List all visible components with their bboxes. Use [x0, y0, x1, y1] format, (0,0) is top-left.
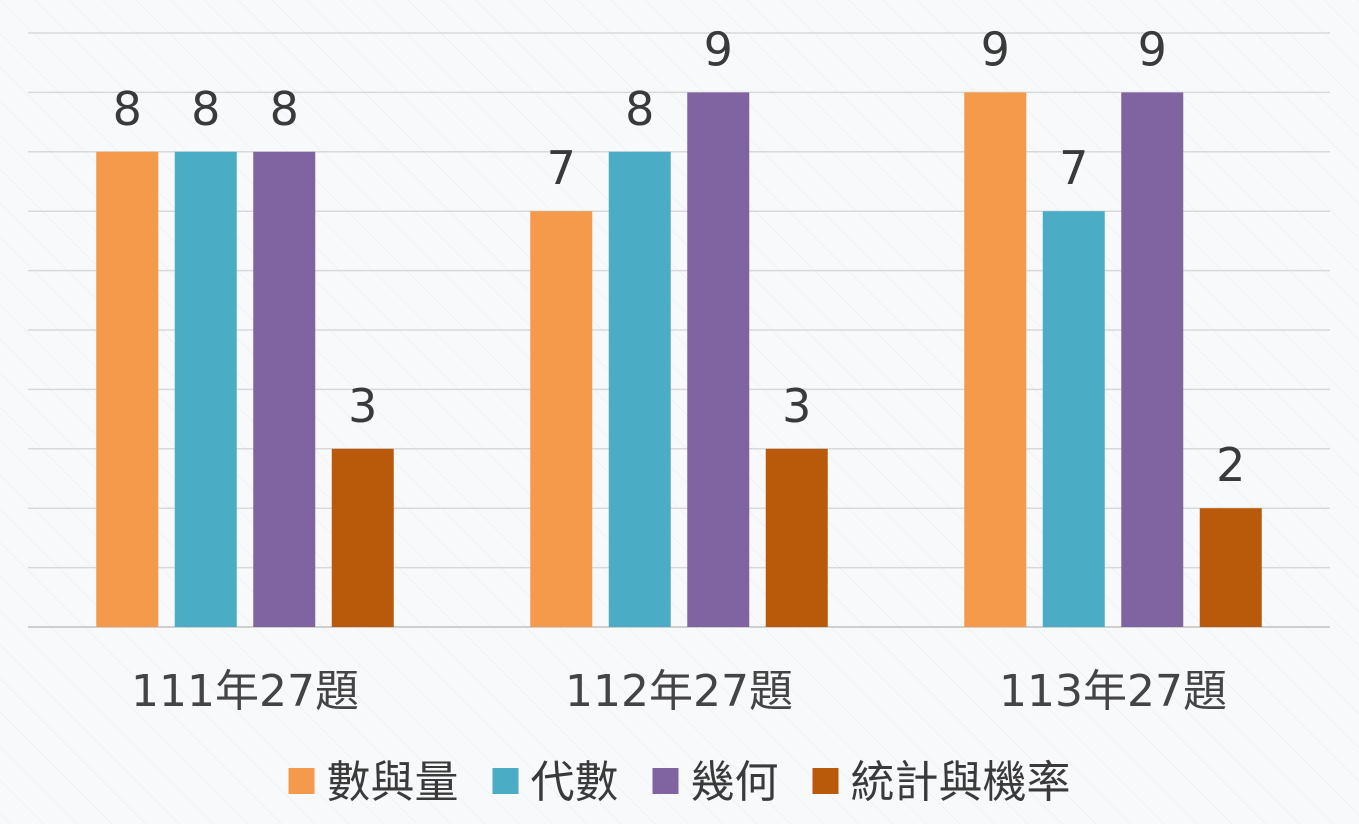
bar-1-1 [96, 151, 159, 628]
data-label: 2 [1216, 438, 1245, 492]
x-tick-label: 113年27題 [999, 666, 1227, 717]
legend-label: 代數 [531, 757, 619, 808]
data-label: 8 [113, 82, 142, 136]
data-label: 8 [625, 82, 654, 136]
legend: 數與量 代數 幾何 統計與機率 [288, 757, 1071, 808]
bar-4-3 [1199, 508, 1262, 627]
data-label: 8 [191, 82, 220, 136]
data-label: 7 [547, 141, 576, 195]
x-tick-label: 111年27題 [131, 666, 359, 717]
legend-label: 數與量 [327, 757, 459, 808]
legend-item: 代數 [492, 757, 619, 808]
bar-3-2 [687, 92, 750, 627]
legend-swatch [492, 768, 519, 794]
data-label: 7 [1059, 141, 1088, 195]
legend-swatch [288, 768, 315, 794]
bar-2-1 [174, 151, 237, 628]
data-label: 9 [704, 22, 733, 76]
legend-item: 幾何 [652, 757, 779, 808]
bar-1-3 [964, 92, 1027, 627]
bar-4-2 [765, 448, 828, 627]
bar-4-1 [331, 448, 394, 627]
bar-1-2 [530, 211, 593, 627]
x-tick-label: 112年27題 [565, 666, 793, 717]
legend-item: 數與量 [288, 757, 459, 808]
data-label: 3 [348, 379, 377, 433]
legend-swatch [652, 768, 679, 794]
bars [96, 92, 1262, 628]
legend-item: 統計與機率 [812, 757, 1071, 808]
gridlines [28, 32, 1330, 628]
bar-2-3 [1042, 211, 1105, 627]
data-label: 3 [782, 379, 811, 433]
legend-swatch [812, 768, 839, 794]
data-label: 9 [981, 22, 1010, 76]
bar-2-2 [608, 151, 671, 628]
bar-3-3 [1121, 92, 1184, 627]
legend-label: 幾何 [691, 757, 779, 808]
data-label: 8 [270, 82, 299, 136]
bar-3-1 [253, 151, 316, 628]
data-label: 9 [1138, 22, 1167, 76]
legend-label: 統計與機率 [851, 757, 1071, 808]
category-axis-labels: 111年27題 112年27題 113年27題 [131, 666, 1227, 717]
